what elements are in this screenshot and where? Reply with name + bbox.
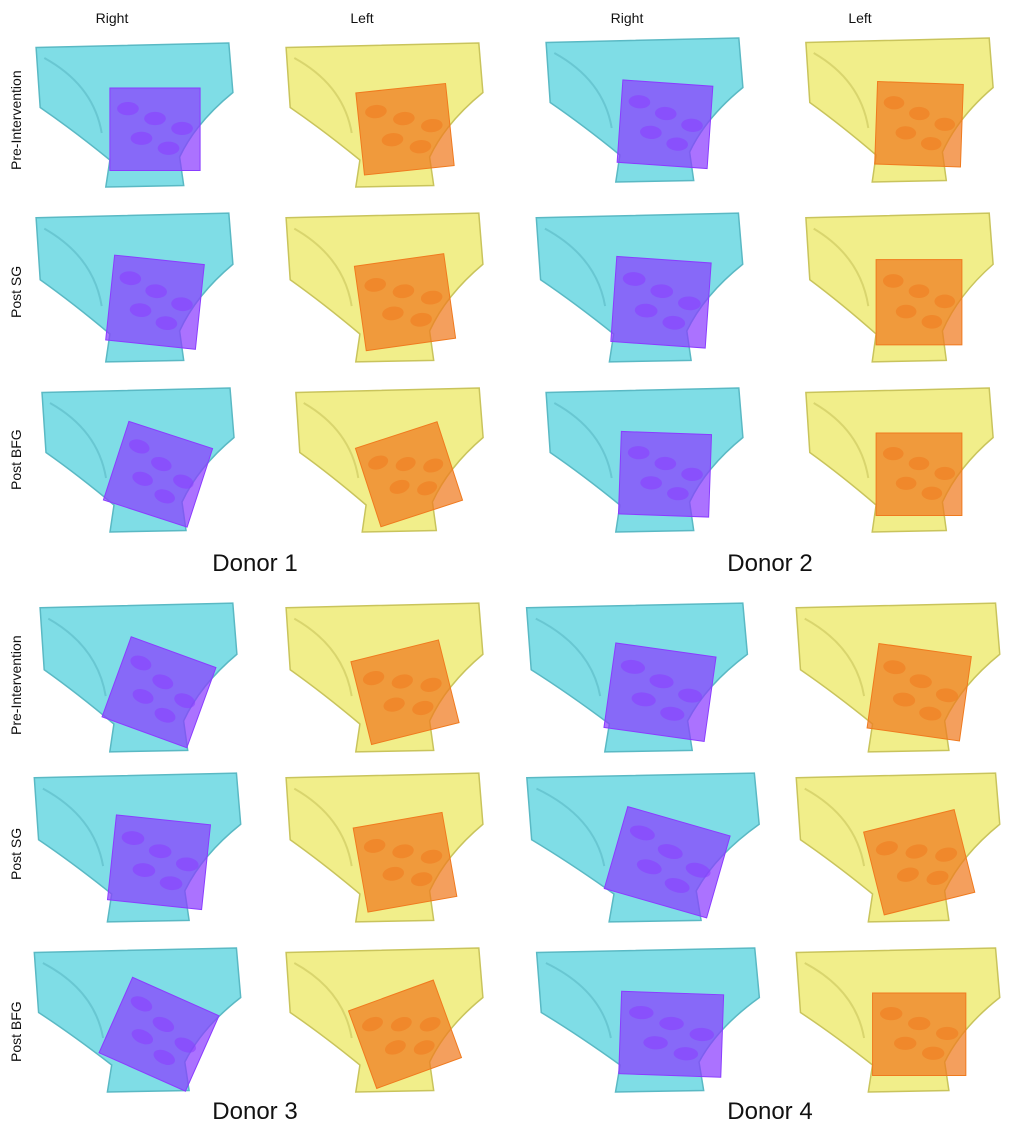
render-panel-right-13 — [36, 600, 241, 755]
render-image — [525, 602, 749, 753]
render-panel-left-4 — [802, 35, 997, 185]
render-image — [35, 212, 234, 363]
graft-region — [350, 639, 460, 746]
graft-region — [354, 421, 464, 528]
render-image — [795, 602, 1001, 753]
render-image — [35, 42, 234, 188]
render-panel-left-22 — [282, 945, 487, 1095]
render-panel-right-17 — [30, 770, 245, 925]
render-image — [545, 37, 744, 183]
render-image — [805, 212, 994, 363]
render-image — [33, 772, 242, 923]
render-image — [526, 772, 760, 923]
graft-region — [352, 811, 458, 913]
graft-region — [101, 636, 217, 749]
render-panel-right-21 — [30, 945, 245, 1095]
donor-label-2: Donor 2 — [727, 550, 813, 577]
render-panel-left-6 — [282, 210, 487, 365]
render-image — [285, 947, 484, 1093]
render-panel-left-24 — [792, 945, 1004, 1095]
render-panel-right-7 — [532, 210, 747, 365]
graft-region — [347, 979, 463, 1090]
render-panel-right-11 — [542, 385, 747, 535]
render-image — [545, 387, 744, 533]
row-label-post-bfg-top: Post BFG — [8, 429, 24, 490]
render-image — [795, 772, 1001, 923]
render-image — [805, 387, 994, 533]
render-image — [535, 212, 744, 363]
render-panel-left-8 — [802, 210, 997, 365]
render-panel-left-12 — [802, 385, 997, 535]
render-image — [805, 37, 994, 183]
render-image — [285, 212, 484, 363]
graft-region — [353, 253, 457, 352]
render-image — [285, 42, 484, 188]
render-panel-left-14 — [282, 600, 487, 755]
column-header-right-2: Right — [610, 10, 644, 26]
render-panel-left-20 — [792, 770, 1004, 925]
render-panel-right-5 — [32, 210, 237, 365]
render-panel-left-16 — [792, 600, 1004, 755]
render-panel-right-1 — [32, 40, 237, 190]
render-panel-left-10 — [292, 385, 487, 535]
donor-label-3: Donor 3 — [212, 1098, 298, 1125]
render-panel-right-19 — [522, 770, 764, 925]
render-image — [41, 387, 235, 533]
row-label-post-sg-top: Post SG — [8, 265, 24, 318]
column-header-right-1: Right — [95, 10, 129, 26]
render-panel-left-2 — [282, 40, 487, 190]
column-header-left-1: Left — [350, 10, 374, 26]
render-panel-right-23 — [532, 945, 764, 1095]
render-panel-right-15 — [522, 600, 752, 755]
render-image — [33, 947, 242, 1093]
row-label-pre-intervention-bottom: Pre-Intervention — [8, 635, 24, 735]
row-label-post-sg-bottom: Post SG — [8, 827, 24, 880]
render-image — [795, 947, 1001, 1093]
donor-label-1: Donor 1 — [212, 550, 298, 577]
render-image — [39, 602, 238, 753]
column-header-left-2: Left — [848, 10, 872, 26]
row-label-post-bfg-bottom: Post BFG — [8, 1001, 24, 1062]
render-image — [295, 387, 484, 533]
graft-region — [98, 976, 220, 1092]
render-image — [285, 772, 484, 923]
render-panel-left-18 — [282, 770, 487, 925]
render-image — [535, 947, 761, 1093]
render-panel-right-9 — [38, 385, 238, 535]
row-label-pre-intervention-top: Pre-Intervention — [8, 70, 24, 170]
graft-region — [863, 808, 976, 916]
donor-label-4: Donor 4 — [727, 1098, 813, 1125]
render-image — [285, 602, 484, 753]
render-panel-right-3 — [542, 35, 747, 185]
